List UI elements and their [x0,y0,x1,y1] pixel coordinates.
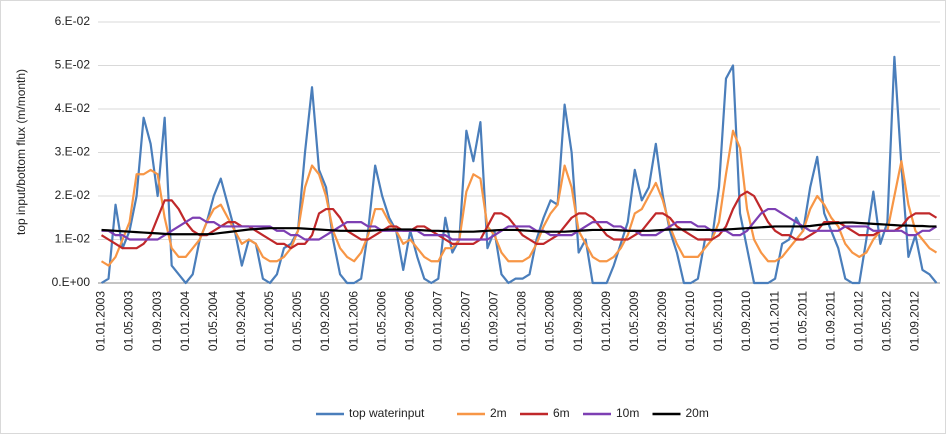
series-line [101,207,938,241]
x-tick-label: 01.01.2009 [599,291,613,351]
legend-label: 20m [686,406,709,420]
x-tick-label: 01.05.2007 [459,291,473,351]
x-tick-label: 01.01.2003 [94,291,108,351]
legend-label: 2m [490,406,507,420]
x-tick-label: 01.05.2006 [374,291,388,351]
x-tick-label: 01.09.2003 [150,291,164,351]
x-tick-label: 01.05.2008 [543,291,557,351]
x-tick-label: 01.05.2009 [627,291,641,351]
x-tick-label: 01.09.2009 [655,291,669,351]
series-line [100,55,938,285]
x-tick-label: 01.09.2005 [318,291,332,351]
y-tick-label: 0.E+00 [52,275,91,289]
x-tick-label: 01.01.2012 [851,291,865,351]
y-tick-label: 2.E-02 [55,188,91,202]
x-tick-label: 01.09.2004 [234,291,248,351]
x-tick-label: 01.09.2006 [402,291,416,351]
x-tick-label: 01.01.2005 [262,291,276,351]
legend-label: 10m [616,406,639,420]
x-tick-label: 01.01.2007 [430,291,444,351]
x-tick-label: 01.09.2012 [908,291,922,351]
x-tick-label: 01.09.2011 [823,291,837,350]
y-tick-label: 4.E-02 [55,101,91,115]
x-tick-label: 01.01.2006 [346,291,360,351]
x-tick-label: 01.01.2011 [767,291,781,350]
y-tick-label: 5.E-02 [55,58,91,72]
y-tick-label: 3.E-02 [55,145,91,159]
series-line [100,129,938,267]
x-tick-label: 01.09.2010 [739,291,753,351]
x-tick-label: 01.05.2005 [290,291,304,351]
x-tick-label: 01.09.2008 [571,291,585,351]
x-tick-label: 01.01.2010 [683,291,697,351]
legend-label: 6m [553,406,570,420]
y-tick-label: 6.E-02 [55,14,91,28]
x-tick-label: 01.05.2011 [795,291,809,350]
x-tick-label: 01.01.2008 [515,291,529,351]
x-tick-label: 01.09.2007 [487,291,501,351]
y-axis-label: top input/bottom flux (m/month) [14,69,28,235]
x-tick-label: 01.05.2004 [206,291,220,351]
x-tick-label: 01.05.2010 [711,291,725,351]
x-tick-label: 01.01.2004 [178,291,192,351]
y-tick-label: 1.E-02 [55,232,91,246]
x-tick-label: 01.05.2012 [880,291,894,351]
legend-label: top waterinput [349,406,425,420]
x-tick-label: 01.05.2003 [122,291,136,351]
series-line [101,221,937,236]
